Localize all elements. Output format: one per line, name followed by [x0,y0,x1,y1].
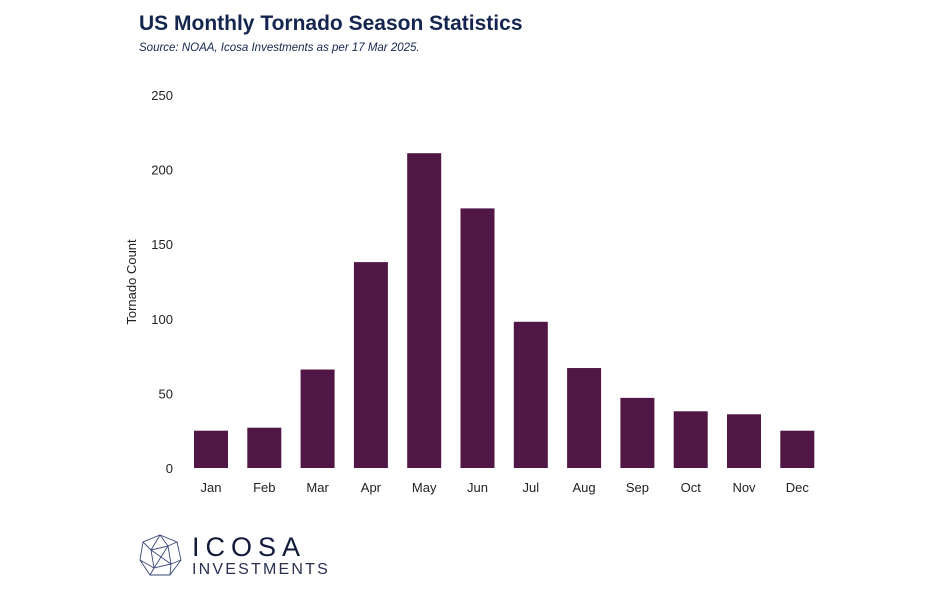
x-tick-label: Mar [306,480,329,495]
bar-may [407,153,442,469]
bar-jul [513,321,548,468]
bar-oct [673,411,708,468]
x-tick-label: Apr [361,480,382,495]
y-tick-label: 100 [151,312,173,327]
x-tick-label: Feb [253,480,275,495]
bar-mar [300,369,335,468]
bar-aug [567,368,602,468]
x-tick-label: Dec [786,480,810,495]
chart-subtitle: Source: NOAA, Icosa Investments as per 1… [139,42,420,54]
bar-jun [460,208,495,468]
y-tick-label: 150 [151,237,173,252]
x-tick-label: Sep [626,480,649,495]
bar-jan [194,430,228,468]
bar-sep [620,397,655,468]
bar-dec [780,430,815,468]
x-tick-label: May [412,480,437,495]
bar-apr [353,262,388,468]
y-tick-label: 0 [166,461,173,476]
y-axis-label: Tornado Count [124,239,139,325]
y-tick-label: 50 [159,386,173,401]
x-tick-label: Jun [467,480,488,495]
chart-title: US Monthly Tornado Season Statistics [139,12,523,35]
y-tick-label: 200 [151,163,173,178]
y-tick-label: 250 [151,88,173,103]
x-tick-label: Aug [573,480,596,495]
x-tick-label: Jul [522,480,539,495]
bar-nov [727,414,761,468]
bar-feb [247,427,282,468]
icosa-logo-icon [139,534,182,576]
x-tick-label: Oct [681,480,702,495]
logo-tagline: INVESTMENTS [192,561,330,578]
logo-name: ICOSA [192,532,307,562]
x-tick-label: Nov [732,480,756,495]
x-tick-label: Jan [201,480,222,495]
